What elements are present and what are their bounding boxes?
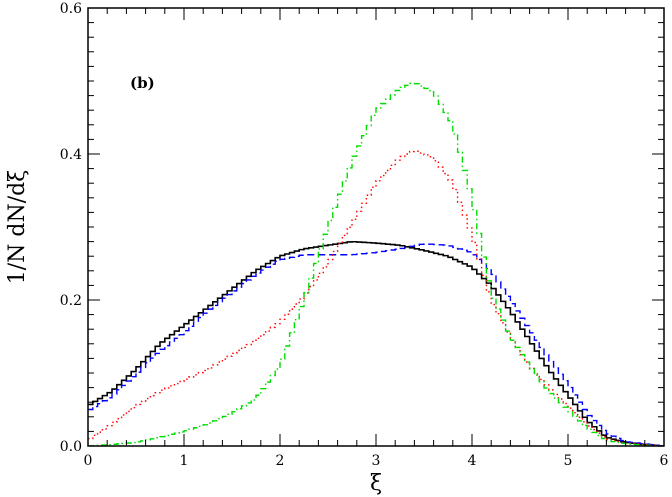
x-tick-label: 6	[660, 453, 669, 469]
x-tick-label: 2	[276, 453, 285, 469]
x-tick-label: 4	[468, 453, 477, 469]
y-tick-label: 0.4	[60, 147, 82, 163]
y-tick-label: 0.6	[60, 1, 82, 17]
y-tick-label: 0.0	[60, 439, 82, 455]
x-tick-label: 0	[84, 453, 93, 469]
series-1-line	[88, 243, 664, 447]
x-tick-label: 1	[180, 453, 189, 469]
series-3-line	[88, 82, 664, 447]
series-layer	[88, 82, 664, 447]
panel-label: (b)	[130, 74, 155, 92]
tick-labels-layer: 0 1 2 3 4 5 6 0.0 0.2 0.4 0.6	[60, 1, 669, 469]
x-axis-title: ξ	[370, 471, 382, 496]
x-tick-label: 3	[372, 453, 381, 469]
series-0-line	[88, 240, 664, 447]
plot-frame	[87, 7, 665, 447]
series-2-line	[88, 150, 664, 447]
ticks-layer	[87, 7, 665, 447]
x-tick-label: 5	[564, 453, 573, 469]
y-tick-label: 0.2	[60, 293, 82, 309]
y-axis-title: 1/N dN/dξ	[5, 170, 30, 285]
